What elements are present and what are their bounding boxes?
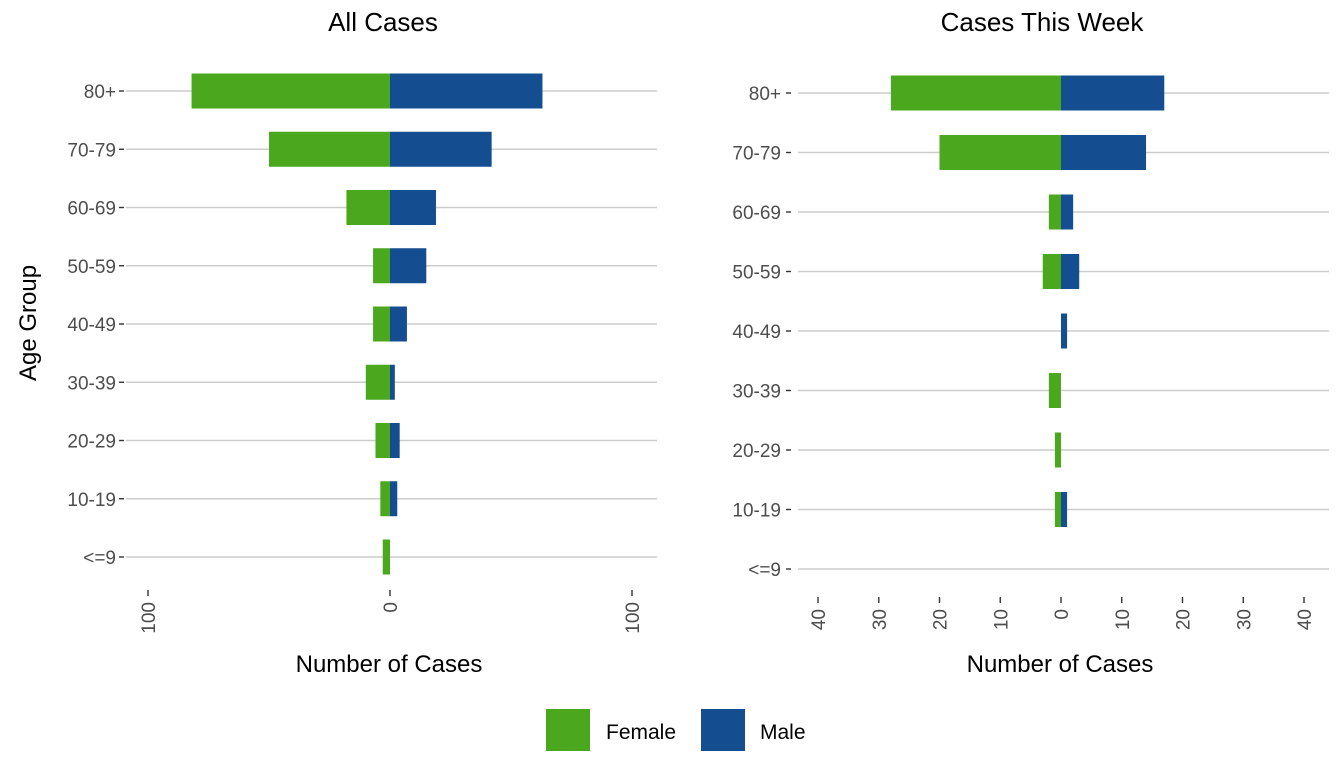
- bar-female: [373, 248, 390, 284]
- bar-male: [390, 190, 436, 225]
- y-tick-label: 60-69: [67, 199, 116, 220]
- bar-female: [1048, 194, 1061, 230]
- y-tick-label: 30-39: [732, 382, 781, 403]
- y-tick-label: 10-19: [67, 490, 116, 511]
- bar-male: [390, 73, 543, 109]
- bar-male: [1061, 254, 1080, 289]
- bar-male: [1061, 492, 1068, 527]
- x-tick-label: 0: [1052, 609, 1073, 620]
- bar-female: [365, 364, 390, 400]
- bar-female: [1054, 492, 1061, 527]
- x-tick-label: 30: [1234, 609, 1255, 630]
- chart-title: Cases This Week: [941, 7, 1145, 37]
- legend-swatch-female: [546, 709, 590, 751]
- y-tick-label: 10-19: [732, 501, 781, 522]
- bar-female: [269, 131, 390, 167]
- legend-label: Male: [760, 721, 806, 744]
- legend-swatch-male: [701, 709, 745, 751]
- bar-male: [390, 423, 400, 458]
- y-tick-label: 50-59: [67, 257, 116, 278]
- panel-all-cases: All Cases <=9 10-19 20-29 30-39 40-49 50-59 60-…: [15, 7, 657, 678]
- bar-male: [390, 248, 427, 284]
- bar-male: [1061, 194, 1074, 230]
- bar-female: [380, 481, 390, 517]
- bar-male: [390, 364, 395, 400]
- bar-female: [346, 190, 390, 225]
- bar-female: [1054, 432, 1061, 468]
- y-tick-label: 80+: [84, 82, 116, 103]
- x-axis-title: Number of Cases: [967, 651, 1154, 678]
- x-tick-label: 40: [1295, 609, 1316, 630]
- bar-male: [1061, 135, 1147, 170]
- x-tick-label: 30: [870, 609, 891, 630]
- bar-female: [373, 306, 390, 342]
- x-tick-label: 10: [991, 609, 1012, 630]
- bar-male: [390, 481, 398, 517]
- y-tick-label: 70-79: [67, 140, 116, 161]
- bar-female: [382, 539, 390, 575]
- bar-female: [191, 73, 390, 109]
- x-tick-label: 10: [1113, 609, 1134, 630]
- y-tick-label: 30-39: [67, 373, 116, 394]
- bar-female: [375, 423, 390, 458]
- bar-female: [939, 135, 1061, 170]
- bar-female: [1048, 373, 1061, 408]
- y-tick-label: 50-59: [732, 263, 781, 284]
- panel-cases-this-week: Cases This Week <=9 10-19 20-29 30-39 40-49 50…: [732, 7, 1329, 678]
- x-tick-label: 0: [381, 602, 402, 613]
- chart-title: All Cases: [328, 7, 438, 37]
- x-tick-label: 20: [1174, 609, 1195, 630]
- bar-male: [390, 306, 407, 342]
- bar-female: [1042, 254, 1061, 289]
- y-tick-label: 60-69: [732, 203, 781, 224]
- x-tick-label: 20: [931, 609, 952, 630]
- bar-male: [1061, 75, 1165, 111]
- bar-male: [1061, 313, 1068, 349]
- bar-male: [390, 131, 492, 167]
- legend: Female Male: [546, 709, 806, 751]
- legend-label: Female: [606, 721, 676, 744]
- y-axis-title: Age Group: [15, 265, 42, 381]
- y-tick-label: 80+: [749, 84, 781, 105]
- x-tick-label: 100: [139, 602, 160, 634]
- y-tick-label: <=9: [748, 560, 781, 581]
- y-tick-label: 40-49: [732, 322, 781, 343]
- y-tick-label: <=9: [83, 548, 116, 569]
- y-tick-label: 40-49: [67, 315, 116, 336]
- x-tick-label: 100: [623, 602, 644, 634]
- y-tick-label: 70-79: [732, 144, 781, 165]
- bar-female: [890, 75, 1061, 111]
- y-tick-label: 20-29: [67, 432, 116, 453]
- x-tick-label: 40: [809, 609, 830, 630]
- x-axis-title: Number of Cases: [296, 651, 483, 678]
- y-tick-label: 20-29: [732, 441, 781, 462]
